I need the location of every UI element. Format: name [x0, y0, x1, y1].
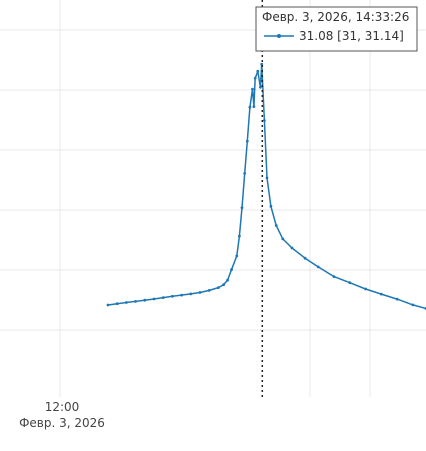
series-line: [107, 63, 426, 310]
data-point: [243, 172, 247, 175]
tooltip-title: Февр. 3, 2026, 14:33:26: [262, 10, 409, 24]
data-point: [171, 294, 174, 298]
data-point: [348, 281, 352, 285]
data-point: [235, 254, 239, 258]
data-point: [226, 278, 230, 282]
data-point: [251, 87, 254, 91]
x-axis: 12:00 Февр. 3, 2026: [19, 400, 105, 430]
data-point: [364, 287, 367, 291]
data-point: [180, 293, 184, 297]
hover-tooltip: Февр. 3, 2026, 14:33:26 31.08 [31, 31.14…: [255, 6, 418, 52]
data-point: [253, 76, 257, 80]
grid-layer: [0, 0, 426, 397]
data-point: [240, 206, 244, 210]
data-point: [290, 246, 294, 250]
data-point: [252, 105, 256, 108]
data-point: [265, 176, 269, 180]
data-point: [198, 291, 202, 294]
data-point: [274, 224, 278, 227]
series-layer: [106, 62, 426, 310]
data-point: [395, 297, 399, 301]
data-point: [281, 237, 285, 241]
data-point: [256, 69, 260, 73]
data-point: [152, 297, 156, 301]
data-point: [230, 268, 233, 272]
data-point: [217, 286, 220, 289]
data-point: [222, 283, 226, 287]
data-point: [259, 85, 262, 89]
tooltip-legend-marker: [264, 34, 294, 38]
data-point: [332, 275, 336, 278]
x-tick-label-date: Февр. 3, 2026: [19, 416, 105, 430]
data-point: [189, 292, 193, 296]
data-point: [248, 105, 252, 109]
data-point: [143, 298, 147, 302]
data-point: [125, 301, 128, 304]
data-point: [238, 234, 241, 238]
data-point: [263, 119, 266, 122]
data-point: [134, 300, 138, 303]
data-point: [269, 204, 273, 208]
data-point: [303, 256, 307, 260]
data-point: [115, 302, 119, 306]
data-point: [411, 303, 415, 307]
data-point: [316, 265, 320, 269]
x-tick-label-time: 12:00: [45, 400, 80, 414]
data-point: [161, 296, 165, 299]
data-point: [106, 303, 110, 307]
data-point: [207, 289, 211, 292]
data-point: [245, 139, 249, 143]
tooltip-box: [255, 6, 418, 52]
data-point: [260, 62, 264, 66]
tooltip-value: 31.08 [31, 31.14]: [299, 29, 404, 43]
data-point: [379, 292, 383, 296]
